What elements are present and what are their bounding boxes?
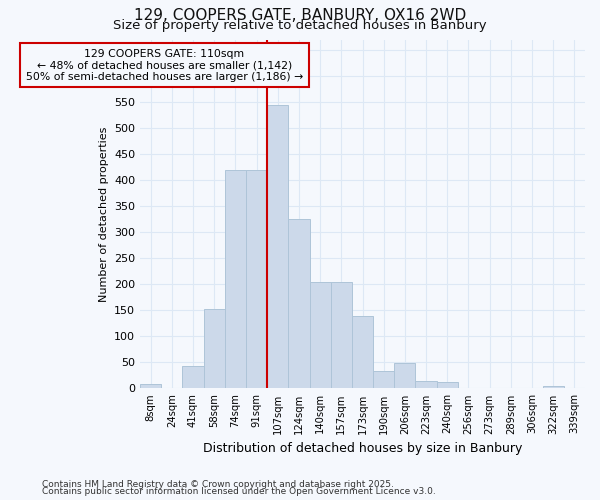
Bar <box>352 316 373 388</box>
Bar <box>225 170 246 388</box>
Bar <box>310 282 331 389</box>
Text: 129, COOPERS GATE, BANBURY, OX16 2WD: 129, COOPERS GATE, BANBURY, OX16 2WD <box>134 8 466 22</box>
Text: 129 COOPERS GATE: 110sqm
← 48% of detached houses are smaller (1,142)
50% of sem: 129 COOPERS GATE: 110sqm ← 48% of detach… <box>26 48 303 82</box>
Bar <box>140 384 161 388</box>
Bar <box>331 282 352 389</box>
Bar <box>373 372 394 388</box>
X-axis label: Distribution of detached houses by size in Banbury: Distribution of detached houses by size … <box>203 442 522 455</box>
Bar <box>437 382 458 388</box>
Bar <box>267 105 289 389</box>
Bar <box>394 364 415 388</box>
Bar <box>182 366 203 388</box>
Text: Contains public sector information licensed under the Open Government Licence v3: Contains public sector information licen… <box>42 488 436 496</box>
Bar <box>246 170 267 388</box>
Y-axis label: Number of detached properties: Number of detached properties <box>98 126 109 302</box>
Bar <box>415 380 437 388</box>
Bar <box>203 309 225 388</box>
Bar <box>542 386 564 388</box>
Text: Contains HM Land Registry data © Crown copyright and database right 2025.: Contains HM Land Registry data © Crown c… <box>42 480 394 489</box>
Text: Size of property relative to detached houses in Banbury: Size of property relative to detached ho… <box>113 19 487 32</box>
Bar <box>289 220 310 388</box>
